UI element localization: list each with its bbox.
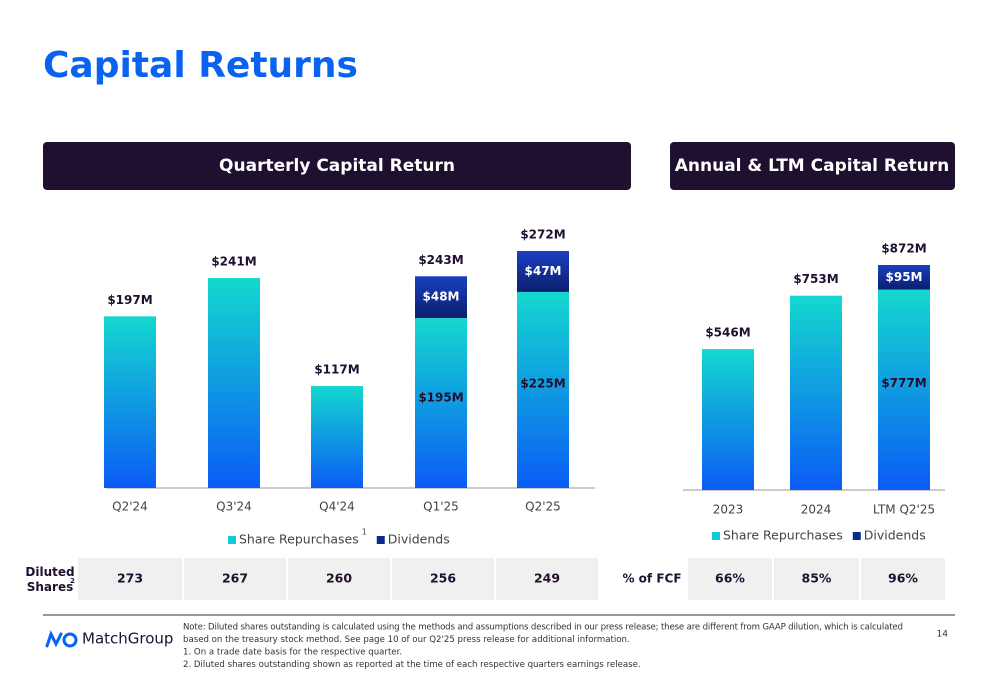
bar-segment bbox=[311, 386, 363, 488]
table-cell bbox=[774, 558, 859, 600]
bar-segment bbox=[790, 295, 842, 490]
bar-segment bbox=[878, 265, 930, 290]
table-cell bbox=[496, 558, 598, 600]
table-value: 267 bbox=[222, 571, 248, 586]
data-label: $197M bbox=[107, 293, 152, 307]
legend-label: Dividends bbox=[864, 528, 926, 543]
data-label: $241M bbox=[211, 255, 256, 269]
footnote: 2. Diluted shares outstanding shown as r… bbox=[183, 660, 641, 670]
total-label: $243M bbox=[418, 253, 463, 267]
chart-title: Quarterly Capital Return bbox=[219, 156, 455, 176]
table-cell bbox=[78, 558, 182, 600]
total-label: $872M bbox=[881, 242, 926, 256]
legend-label: Dividends bbox=[388, 532, 450, 547]
total-label: $272M bbox=[520, 228, 565, 242]
legend-swatch bbox=[228, 536, 236, 544]
table-cell bbox=[861, 558, 945, 600]
x-tick-label: 2024 bbox=[801, 503, 832, 517]
table-cell bbox=[688, 558, 772, 600]
legend-swatch bbox=[376, 536, 385, 544]
x-tick-label: Q4'24 bbox=[319, 500, 355, 514]
row-label: Diluted Shares bbox=[25, 565, 74, 594]
x-tick-label: 2023 bbox=[713, 503, 744, 517]
x-tick-label: Q2'25 bbox=[525, 500, 561, 514]
page-number: 14 bbox=[937, 630, 949, 640]
table-cell bbox=[184, 558, 286, 600]
table-cell bbox=[392, 558, 494, 600]
x-tick-label: Q2'24 bbox=[112, 500, 148, 514]
logo-icon bbox=[45, 630, 78, 648]
data-label: $47M bbox=[525, 264, 562, 278]
table-value: 85% bbox=[802, 571, 832, 586]
data-label: $195M bbox=[418, 390, 463, 404]
bar-segment bbox=[517, 291, 569, 488]
legend-note: 1 bbox=[362, 528, 367, 537]
bar-segment bbox=[415, 318, 467, 488]
x-tick-label: Q1'25 bbox=[423, 500, 459, 514]
bar-segment bbox=[702, 349, 754, 490]
chart-header bbox=[43, 142, 631, 190]
bar-segment bbox=[208, 278, 260, 488]
legend-label: Share Repurchases bbox=[723, 528, 843, 543]
table-value: 96% bbox=[888, 571, 918, 586]
legend-swatch bbox=[712, 532, 720, 540]
bar-segment bbox=[415, 276, 467, 319]
table-value: 260 bbox=[326, 571, 352, 586]
x-tick-label: Q3'24 bbox=[216, 500, 252, 514]
table-value: 273 bbox=[117, 571, 143, 586]
logo-text: MatchGroup bbox=[82, 630, 173, 648]
x-tick-label: LTM Q2'25 bbox=[873, 503, 935, 517]
bar-segment bbox=[878, 289, 930, 490]
bar-segment bbox=[104, 316, 156, 488]
table-value: 256 bbox=[430, 571, 456, 586]
slide-title: Capital Returns bbox=[43, 45, 358, 86]
row-note: 2 bbox=[70, 577, 75, 585]
chart-header bbox=[670, 142, 955, 190]
table-value: 249 bbox=[534, 571, 560, 586]
data-label: $777M bbox=[881, 376, 926, 390]
data-label: $48M bbox=[423, 290, 460, 304]
legend-label: Share Repurchases bbox=[239, 532, 359, 547]
footnote: 1. On a trade date basis for the respect… bbox=[183, 648, 402, 658]
row-label: % of FCF bbox=[622, 572, 681, 586]
data-label: $117M bbox=[314, 363, 359, 377]
table-cell bbox=[288, 558, 390, 600]
bar-segment bbox=[517, 251, 569, 292]
data-label: $225M bbox=[520, 377, 565, 391]
data-label: $546M bbox=[705, 326, 750, 340]
footnote: based on the treasury stock method. See … bbox=[183, 635, 630, 645]
table-value: 66% bbox=[715, 571, 745, 586]
footnote: Note: Diluted shares outstanding is calc… bbox=[183, 623, 903, 633]
chart-title: Annual & LTM Capital Return bbox=[675, 156, 950, 176]
legend-swatch bbox=[852, 532, 861, 540]
data-label: $95M bbox=[886, 270, 923, 284]
data-label: $753M bbox=[793, 272, 838, 286]
